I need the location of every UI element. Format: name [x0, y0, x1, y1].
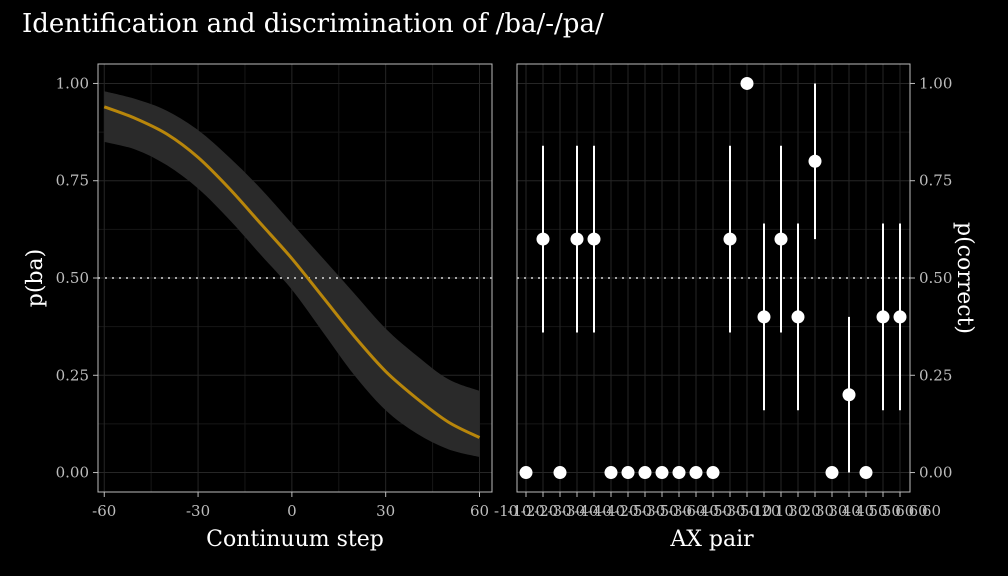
x-tick-label: -30 — [721, 502, 745, 520]
data-point — [587, 232, 601, 246]
x-tick-label: -20 — [521, 502, 545, 520]
discrimination-y-axis: 0.00 0.25 0.50 0.75 1.00 — [910, 74, 952, 482]
x-tick-label: -10 — [494, 502, 518, 520]
identification-y-axis: 0.00 0.25 0.50 0.75 1.00 — [56, 74, 98, 482]
x-tick-label: 20 — [762, 502, 781, 520]
identification-panel: 0.00 0.25 0.50 0.75 1.00 -60 -30 0 30 60 Continu… — [23, 63, 493, 552]
x-tick-label: -60 — [681, 502, 705, 520]
data-point — [791, 310, 805, 324]
data-point — [536, 232, 550, 246]
x-tick-label: -40 — [588, 502, 612, 520]
discrimination-y-axis-title: p(correct) — [952, 222, 977, 334]
chart-title: Identification and discrimination of /ba… — [22, 9, 604, 39]
x-tick-label: 30 — [815, 502, 834, 520]
x-tick-label: -20 — [614, 502, 638, 520]
x-tick-label: -50 — [628, 502, 652, 520]
y-tick-label: 0.50 — [56, 269, 89, 287]
data-point — [740, 76, 754, 90]
data-point — [774, 232, 788, 246]
x-tick-label: 60 — [909, 502, 928, 520]
x-tick-label: 40 — [842, 502, 861, 520]
y-tick-label: 0.75 — [56, 172, 89, 190]
data-point — [655, 466, 669, 480]
x-tick-label: 50 — [869, 502, 888, 520]
x-tick-label: 0 — [287, 502, 297, 520]
x-tick-label: -40 — [695, 502, 719, 520]
data-point — [672, 466, 686, 480]
x-tick-label: -40 — [601, 502, 625, 520]
discrimination-x-axis: -10-10-20-20-30-30-40-40-40-20-50-30-50-… — [494, 492, 941, 520]
y-tick-label: 1.00 — [919, 74, 952, 92]
data-point — [570, 232, 584, 246]
x-tick-label: 60 — [922, 502, 941, 520]
data-point — [689, 466, 703, 480]
x-tick-label: 60 — [470, 502, 489, 520]
data-point — [706, 466, 720, 480]
data-point — [825, 466, 839, 480]
x-tick-label: -30 — [186, 502, 210, 520]
x-tick-label: 30 — [376, 502, 395, 520]
confidence-ribbon — [104, 91, 480, 457]
data-point — [859, 466, 873, 480]
x-tick-label: -50 — [735, 502, 759, 520]
y-tick-label: 1.00 — [56, 74, 89, 92]
x-tick-label: -20 — [534, 502, 558, 520]
identification-x-axis: -60 -30 0 30 60 — [92, 492, 489, 520]
x-tick-label: -30 — [548, 502, 572, 520]
x-tick-label: -50 — [655, 502, 679, 520]
data-point — [553, 466, 567, 480]
y-tick-label: 0.00 — [919, 464, 952, 482]
data-point — [621, 466, 635, 480]
data-point — [519, 466, 533, 480]
x-tick-label: -50 — [708, 502, 732, 520]
x-tick-label: -60 — [92, 502, 116, 520]
y-tick-label: 0.50 — [919, 269, 952, 287]
y-tick-label: 0.75 — [919, 172, 952, 190]
data-point — [876, 310, 890, 324]
x-tick-label: 40 — [855, 502, 874, 520]
discrimination-points — [519, 76, 907, 480]
x-tick-label: 30 — [788, 502, 807, 520]
x-tick-label: -40 — [574, 502, 598, 520]
x-tick-label: -10 — [507, 502, 531, 520]
data-point — [842, 388, 856, 402]
y-tick-label: 0.00 — [56, 464, 89, 482]
data-point — [757, 310, 771, 324]
x-tick-label: 10 — [775, 502, 794, 520]
x-tick-label: -30 — [668, 502, 692, 520]
x-tick-label: 30 — [828, 502, 847, 520]
discrimination-panel: 0.000.250.500.751.00 -10-10-20-20-30-30-… — [494, 63, 977, 552]
y-tick-label: 0.25 — [56, 366, 89, 384]
x-tick-label: -10 — [748, 502, 772, 520]
x-tick-label: 60 — [895, 502, 914, 520]
data-point — [808, 154, 822, 168]
fitted-curve — [103, 105, 481, 439]
identification-x-axis-title: Continuum step — [206, 527, 384, 552]
x-tick-label: 20 — [802, 502, 821, 520]
x-tick-label: -30 — [641, 502, 665, 520]
data-point — [604, 466, 618, 480]
x-tick-label: 50 — [882, 502, 901, 520]
x-tick-label: -30 — [561, 502, 585, 520]
discrimination-x-axis-title: AX pair — [669, 527, 754, 552]
y-tick-label: 0.25 — [919, 366, 952, 384]
identification-y-axis-title: p(ba) — [23, 249, 48, 307]
data-point — [893, 310, 907, 324]
data-point — [638, 466, 652, 480]
data-point — [723, 232, 737, 246]
